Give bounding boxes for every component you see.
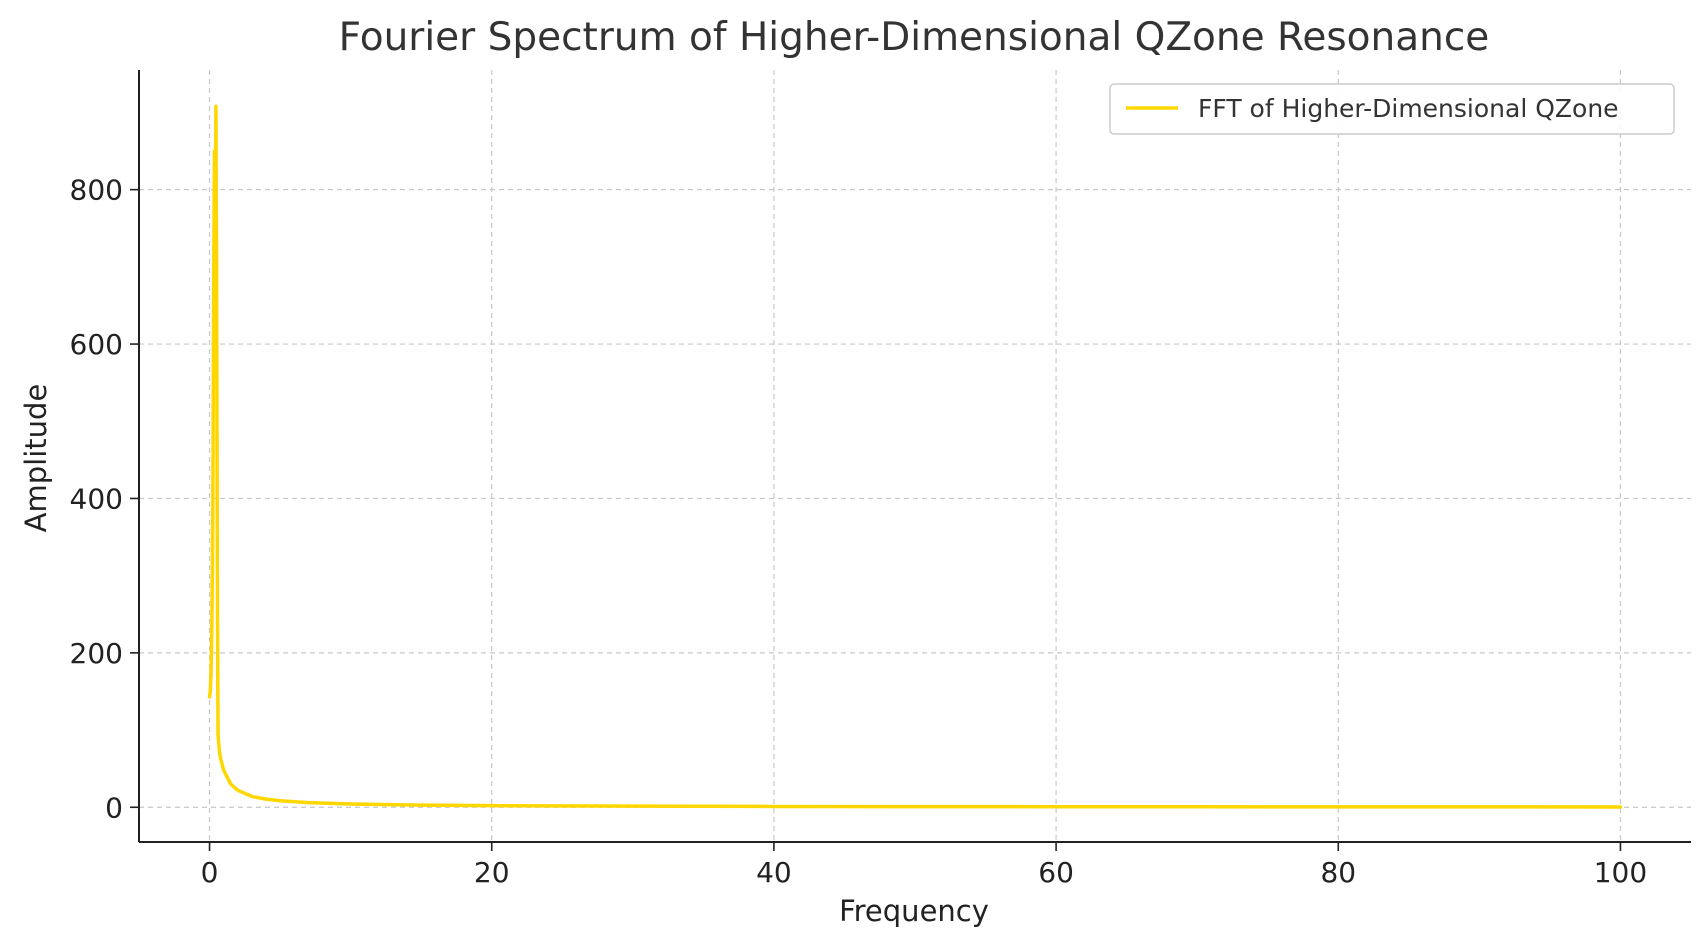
chart-title: Fourier Spectrum of Higher-Dimensional Q… bbox=[339, 15, 1490, 60]
y-axis-label: Amplitude bbox=[19, 384, 53, 533]
axes-layer bbox=[138, 70, 1691, 843]
y-tick-label: 400 bbox=[70, 482, 123, 515]
series-line-0 bbox=[207, 104, 1623, 809]
ticks-layer: 0 20 40 60 80 100 0 200 400 600 800 bbox=[70, 174, 1648, 889]
y-tick-label: 800 bbox=[70, 174, 123, 207]
x-tick-label: 0 bbox=[201, 856, 219, 889]
x-tick-label: 100 bbox=[1594, 856, 1647, 889]
y-tick-label: 200 bbox=[70, 637, 123, 670]
series-layer bbox=[207, 104, 1623, 809]
y-tick-label: 600 bbox=[70, 328, 123, 361]
x-tick-label: 60 bbox=[1038, 856, 1074, 889]
y-tick-label: 0 bbox=[105, 791, 123, 824]
x-axis-label: Frequency bbox=[839, 894, 989, 928]
legend: FFT of Higher-Dimensional QZone bbox=[1109, 83, 1675, 135]
x-tick-label: 40 bbox=[756, 856, 792, 889]
x-tick-label: 20 bbox=[474, 856, 510, 889]
grid-layer bbox=[139, 70, 1691, 842]
x-tick-label: 80 bbox=[1320, 856, 1356, 889]
legend-label: FFT of Higher-Dimensional QZone bbox=[1198, 94, 1619, 123]
legend-box bbox=[1109, 83, 1675, 135]
